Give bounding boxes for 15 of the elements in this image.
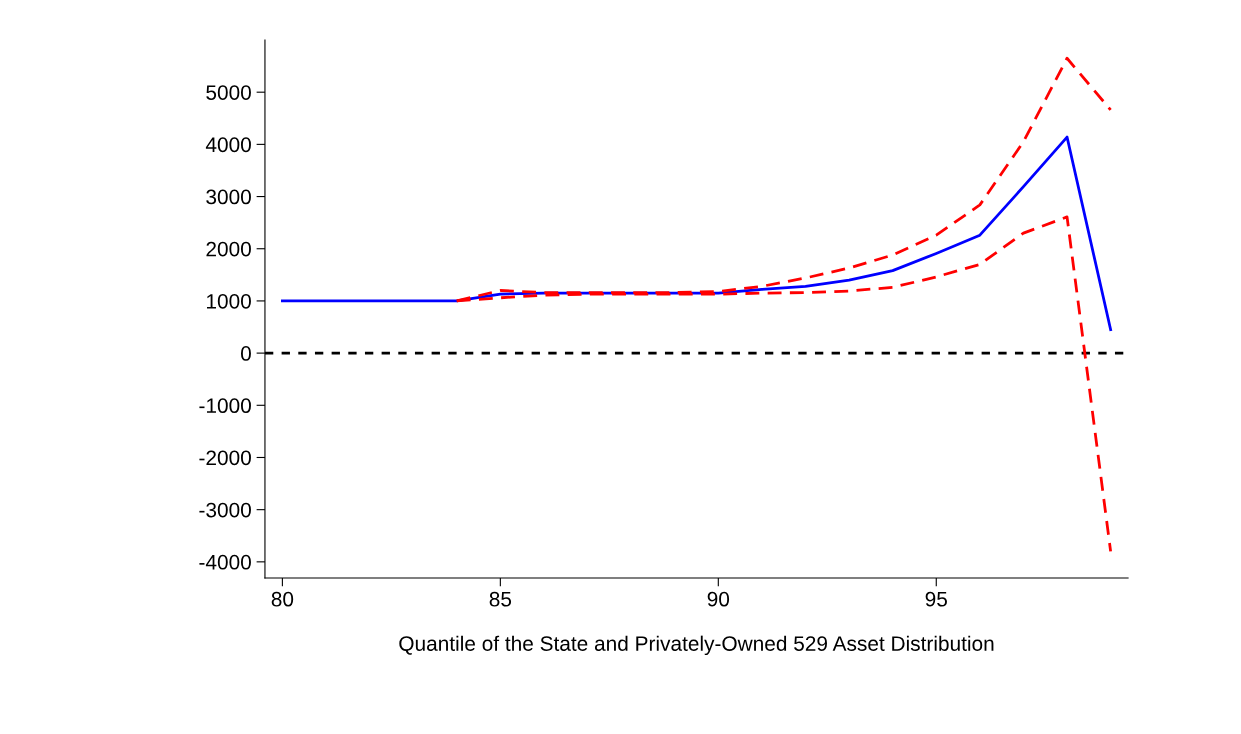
- x-tick-label: 95: [925, 591, 947, 607]
- y-tick-label: 1000: [207, 293, 251, 309]
- y-tick-label: -4000: [199, 554, 251, 570]
- y-tick-label: 3000: [206, 189, 251, 205]
- y-tick-label: -2000: [199, 450, 251, 466]
- x-tick-label: 90: [707, 591, 730, 607]
- y-tick-label: -3000: [199, 502, 251, 518]
- x-tick-label: 80: [271, 591, 294, 607]
- y-tick-label: 2000: [206, 241, 251, 257]
- y-tick-label: 0: [240, 346, 251, 361]
- y-tick-label: 4000: [205, 137, 251, 153]
- x-axis-title: Quantile of the State and Privately-Owned 529 Asset Distribution: [399, 635, 994, 656]
- y-tick-label: 5000: [206, 85, 251, 100]
- x-tick-label: 85: [489, 591, 512, 607]
- y-tick-label: -1000: [199, 398, 251, 414]
